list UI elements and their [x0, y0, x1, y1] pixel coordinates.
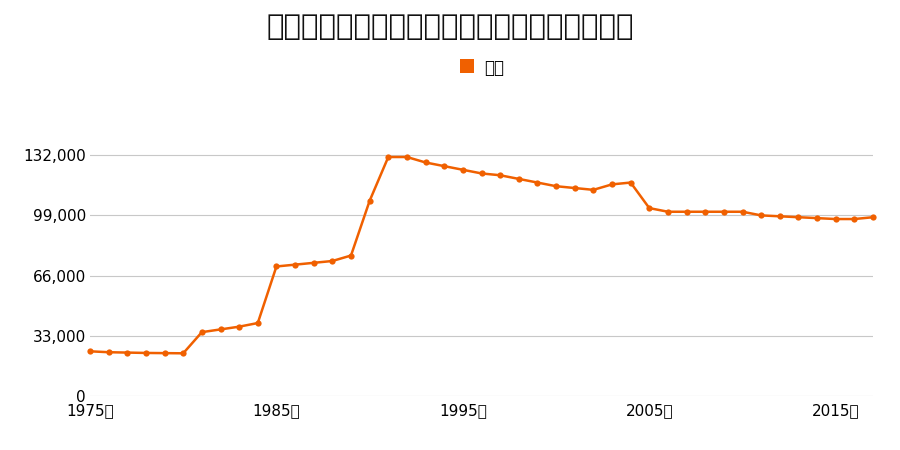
価格 — [271, 264, 282, 269]
価格 — [718, 209, 729, 215]
価格 — [662, 209, 673, 215]
価格 — [346, 253, 356, 258]
価格 — [588, 187, 598, 193]
価格 — [756, 213, 767, 218]
価格 — [382, 154, 393, 160]
価格 — [290, 262, 301, 267]
価格 — [159, 351, 170, 356]
価格 — [793, 215, 804, 220]
Text: 愛知県東海市高横須賀町藪下７番２の地価推移: 愛知県東海市高横須賀町藪下７番２の地価推移 — [266, 14, 634, 41]
価格 — [420, 160, 431, 165]
価格 — [774, 214, 785, 219]
価格 — [122, 350, 132, 356]
価格 — [812, 216, 823, 221]
価格 — [849, 216, 859, 222]
価格 — [215, 327, 226, 332]
価格 — [104, 350, 114, 355]
価格 — [570, 185, 580, 191]
価格 — [607, 182, 617, 187]
価格 — [513, 176, 524, 182]
価格 — [551, 184, 562, 189]
価格 — [364, 198, 375, 203]
価格 — [626, 180, 636, 185]
価格 — [178, 351, 189, 356]
Legend: 価格: 価格 — [459, 59, 504, 77]
価格 — [831, 216, 842, 222]
価格 — [252, 320, 263, 326]
価格 — [439, 163, 450, 169]
価格 — [309, 260, 320, 265]
価格 — [700, 209, 711, 215]
価格 — [457, 167, 468, 172]
価格 — [868, 215, 878, 220]
価格 — [532, 180, 543, 185]
価格 — [737, 209, 748, 215]
価格 — [234, 324, 245, 329]
価格 — [401, 154, 412, 160]
価格 — [196, 329, 207, 335]
価格 — [476, 171, 487, 176]
価格 — [327, 258, 338, 264]
価格 — [85, 349, 95, 354]
価格 — [140, 350, 151, 356]
Line: 価格: 価格 — [87, 154, 876, 356]
価格 — [681, 209, 692, 215]
価格 — [644, 205, 654, 211]
価格 — [495, 172, 506, 178]
